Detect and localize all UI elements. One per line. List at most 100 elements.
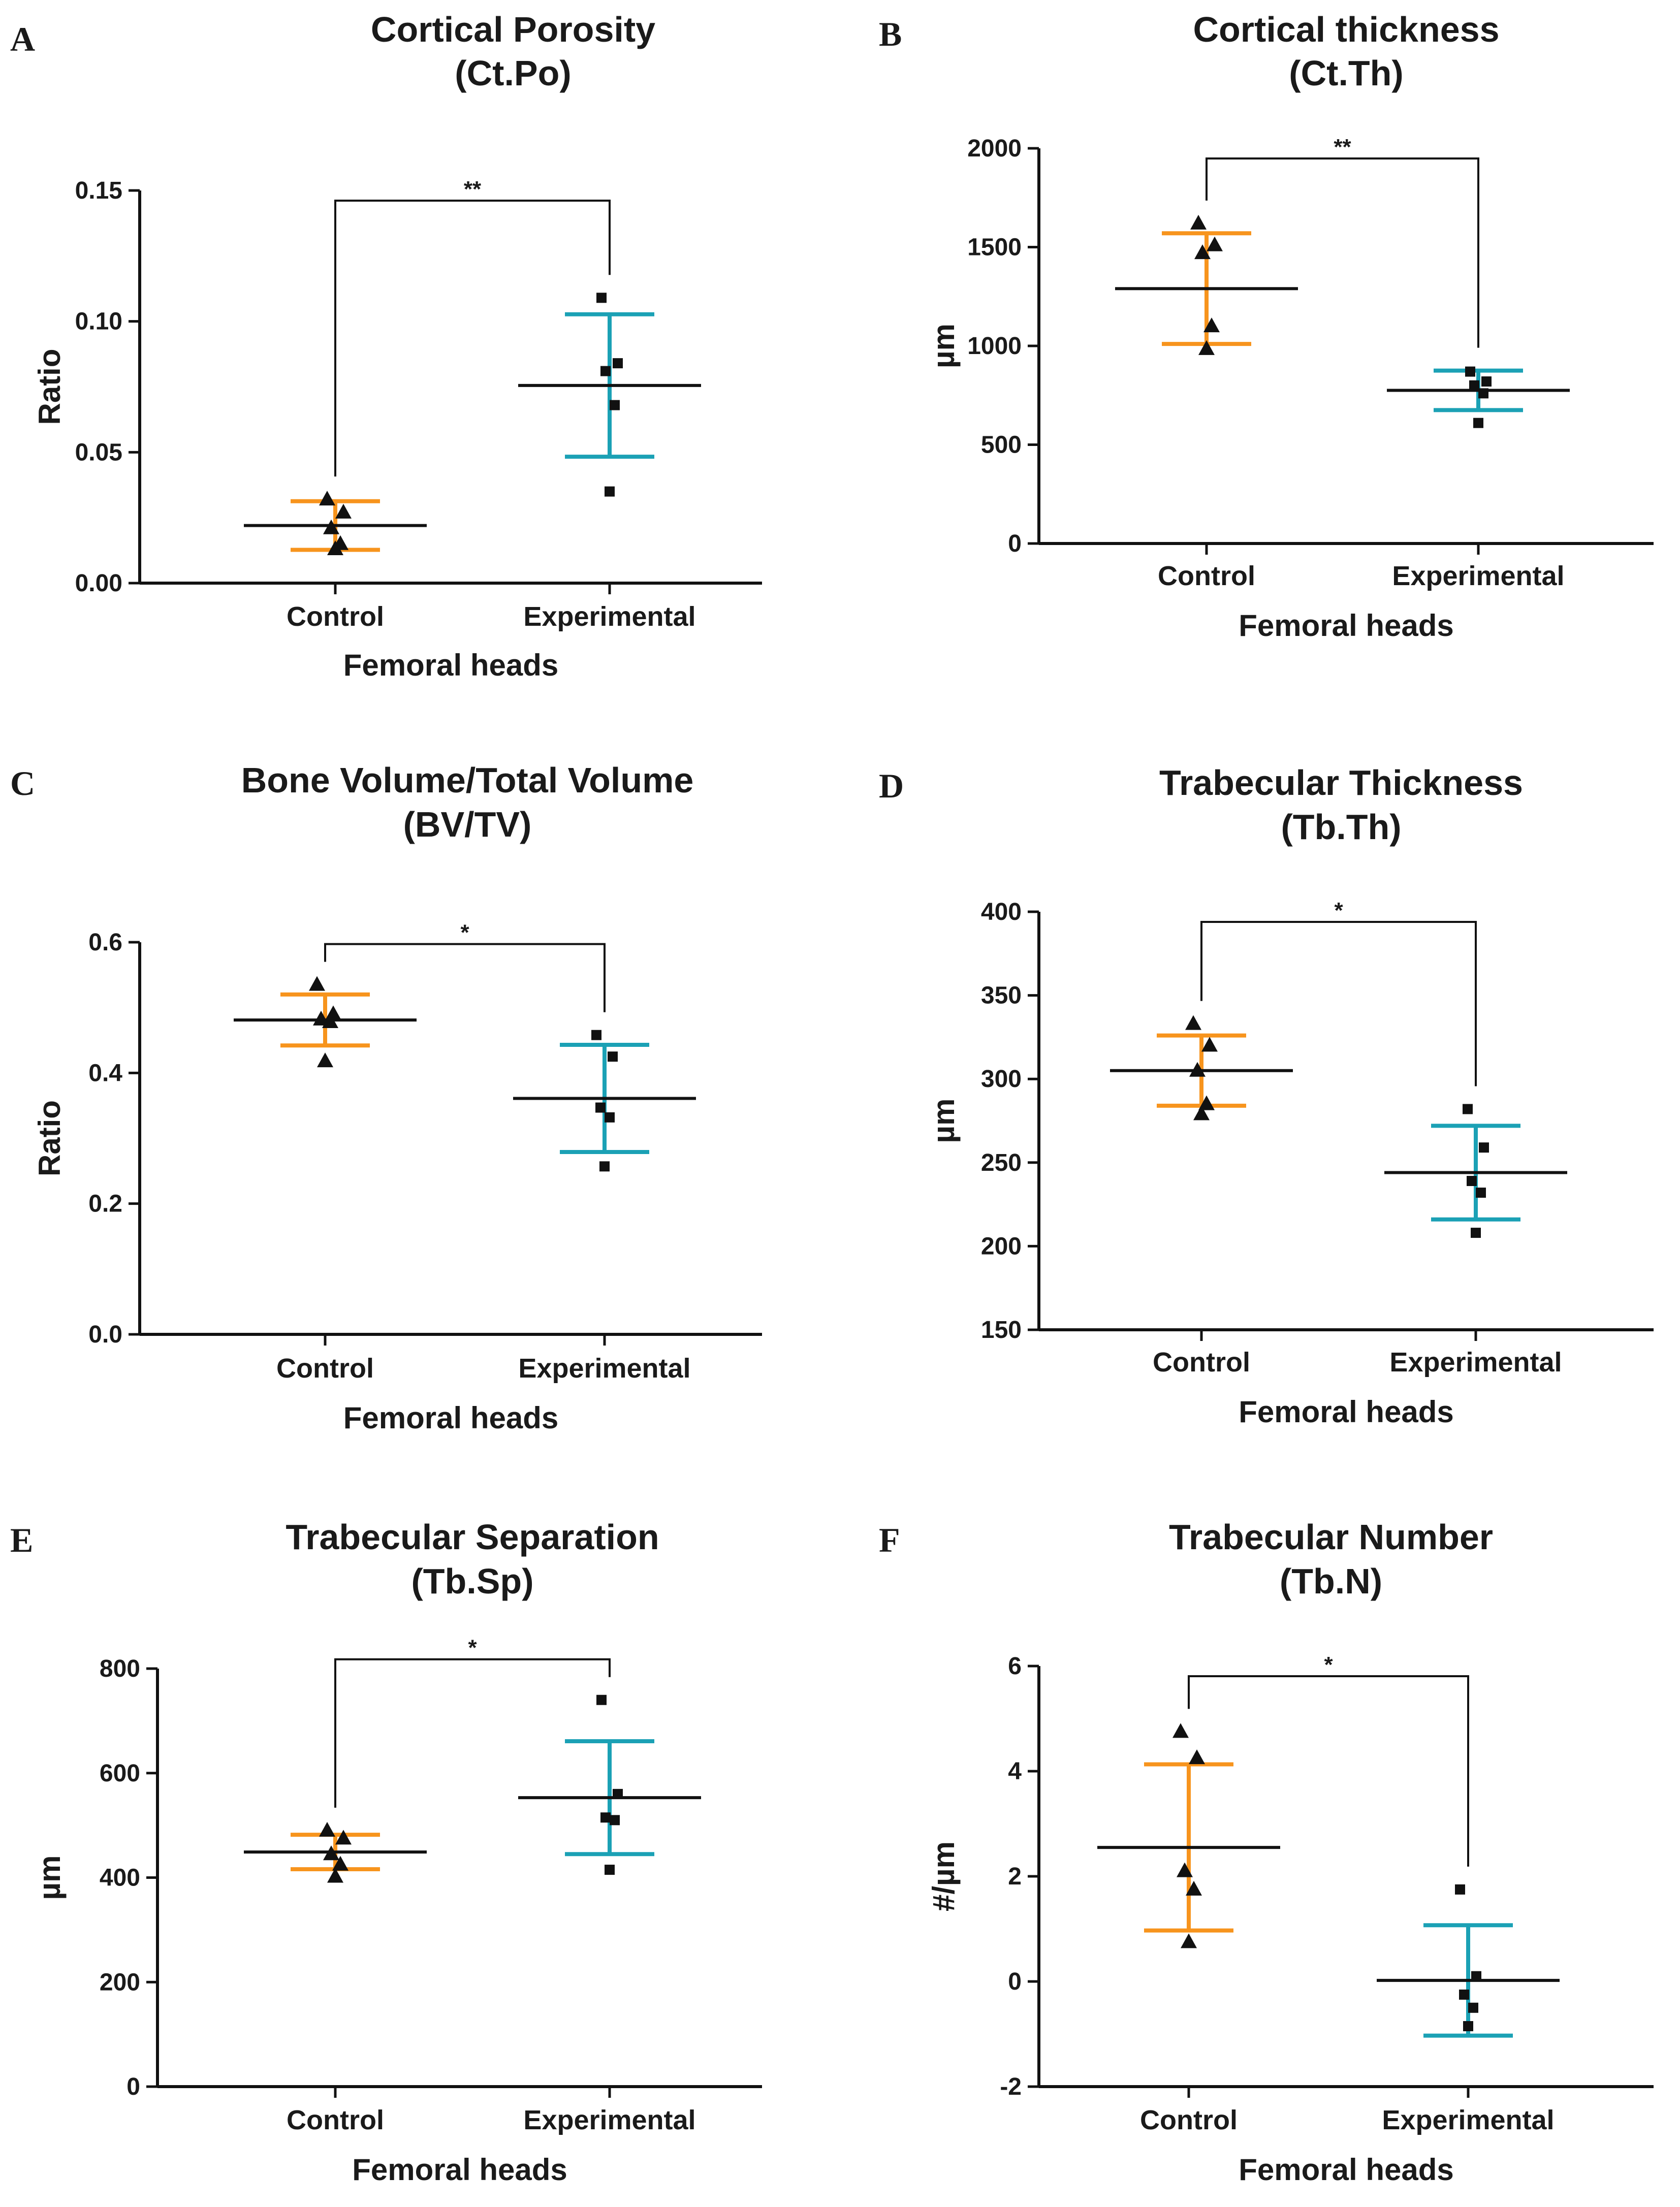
data-point-control [325,1005,341,1020]
data-point-experimental [613,1788,623,1799]
panel-letter: D [879,766,904,805]
data-point-experimental [610,400,620,410]
data-point-experimental [1476,1188,1486,1198]
data-point-experimental [608,1051,618,1062]
panel-letter: F [879,1521,900,1559]
data-point-control [1201,1037,1218,1052]
data-point-control [1177,1862,1193,1877]
y-tick-label: 250 [981,1149,1022,1176]
data-point-experimental [1467,1176,1477,1187]
chart-subtitle: (Tb.N) [1280,1561,1382,1601]
x-tick-label: Experimental [1389,1347,1562,1378]
data-point-experimental [1473,418,1483,428]
x-axis-title: Femoral heads [352,2153,567,2187]
y-axis-title: µm [33,1856,67,1900]
data-point-control [319,491,335,506]
y-tick-label: 350 [981,982,1022,1009]
panel-d-trabecular-thickness: D Trabecular Thickness(Tb.Th) 150 200 250 300… [879,763,1654,1429]
data-point-control [1181,1933,1197,1948]
y-tick-label: 1000 [967,333,1022,360]
data-point-experimental [596,1694,607,1705]
y-tick-label: 200 [100,1969,140,1996]
panel-a-cortical-porosity: A Cortical Porosity (Ct.Po) 0.00 0.05 0.10 0.1… [10,10,762,682]
data-point-experimental [1468,2002,1478,2013]
significance-marker: * [1334,898,1343,923]
x-tick-label: Experimental [523,601,695,632]
data-point-control [323,519,339,534]
y-tick-label: 600 [100,1760,140,1787]
data-point-experimental [605,1112,615,1123]
data-point-control [309,976,325,991]
data-point-experimental [600,1812,611,1823]
chart-title: Cortical Porosity [371,10,655,49]
x-tick-label: Control [287,601,384,632]
x-tick-label: Control [287,2105,384,2135]
y-tick-label: -2 [1000,2073,1022,2100]
y-tick-label: 6 [1008,1653,1022,1680]
significance-bracket [324,943,606,1012]
chart-title: Trabecular Number [1169,1517,1493,1557]
y-tick-label: 200 [981,1233,1022,1260]
data-point-control [1189,1749,1205,1765]
panel-letter: C [10,764,35,803]
data-point-experimental [591,1030,601,1040]
data-point-control [1193,1105,1210,1121]
x-tick-label: Control [1158,561,1255,591]
y-tick-label: 400 [100,1865,140,1892]
data-point-experimental [1463,1104,1473,1114]
y-tick-label: 0.10 [75,308,122,335]
y-axis-title: µm [927,1099,961,1143]
panel-letter: B [879,15,902,53]
y-axis-title: µm [927,324,961,368]
chart-subtitle: (Ct.Th) [1289,53,1403,93]
chart-title: Trabecular Thickness [1159,763,1523,803]
significance-bracket [334,1658,611,1808]
y-tick-label: 0 [126,2073,140,2100]
data-point-control [335,1830,352,1845]
x-tick-label: Control [276,1353,374,1384]
data-point-control [313,1010,329,1026]
panel-letter: E [10,1521,33,1559]
chart-subtitle: (Ct.Po) [455,53,571,93]
data-point-control [327,1868,343,1883]
data-point-experimental [1465,366,1475,377]
y-tick-label: 1500 [967,234,1022,261]
data-point-control [1198,340,1215,355]
data-point-experimental [1478,388,1488,399]
chart-subtitle: (Tb.Th) [1281,807,1401,847]
data-point-experimental [1469,380,1479,391]
data-point-control [1198,1095,1215,1110]
y-tick-label: 0 [1008,1968,1022,1995]
data-point-control [1186,1880,1202,1896]
data-point-experimental [1471,1971,1481,1981]
y-tick-label: 0.15 [75,177,122,204]
y-axis-title: #/µm [927,1841,961,1911]
y-tick-label: 800 [100,1655,140,1682]
x-axis-title: Femoral heads [343,1401,559,1435]
data-point-experimental [600,366,611,376]
panel-e-trabecular-separation: E Trabecular Separation(Tb.Sp) 0 200 400 600 8… [10,1517,762,2187]
panel-f-trabecular-number: F Trabecular Number(Tb.N) -2 0 2 4 6 Control Exp… [879,1517,1654,2187]
data-point-experimental [613,358,623,369]
significance-bracket [334,200,611,477]
data-point-experimental [605,486,615,497]
x-tick-label: Experimental [518,1353,690,1384]
panel-b-cortical-thickness: B Cortical thickness (Ct.Th) 0 500 1000 1500 20… [879,10,1654,643]
significance-marker: * [460,920,469,945]
data-point-control [1190,214,1207,230]
y-tick-label: 0.00 [75,570,122,597]
data-point-control [1194,244,1211,260]
data-point-experimental [1479,1142,1489,1153]
data-point-control [1185,1015,1201,1030]
chart-title: Bone Volume/Total Volume [241,760,694,800]
y-tick-label: 300 [981,1066,1022,1093]
data-point-experimental [1471,1228,1481,1238]
y-tick-label: 0.05 [75,439,122,466]
data-point-control [1203,317,1220,333]
significance-marker: ** [464,177,482,202]
data-point-control [332,1856,348,1871]
x-tick-label: Experimental [523,2105,695,2135]
significance-marker: * [1324,1652,1333,1677]
data-point-experimental [596,293,607,303]
x-axis-title: Femoral heads [343,648,559,682]
